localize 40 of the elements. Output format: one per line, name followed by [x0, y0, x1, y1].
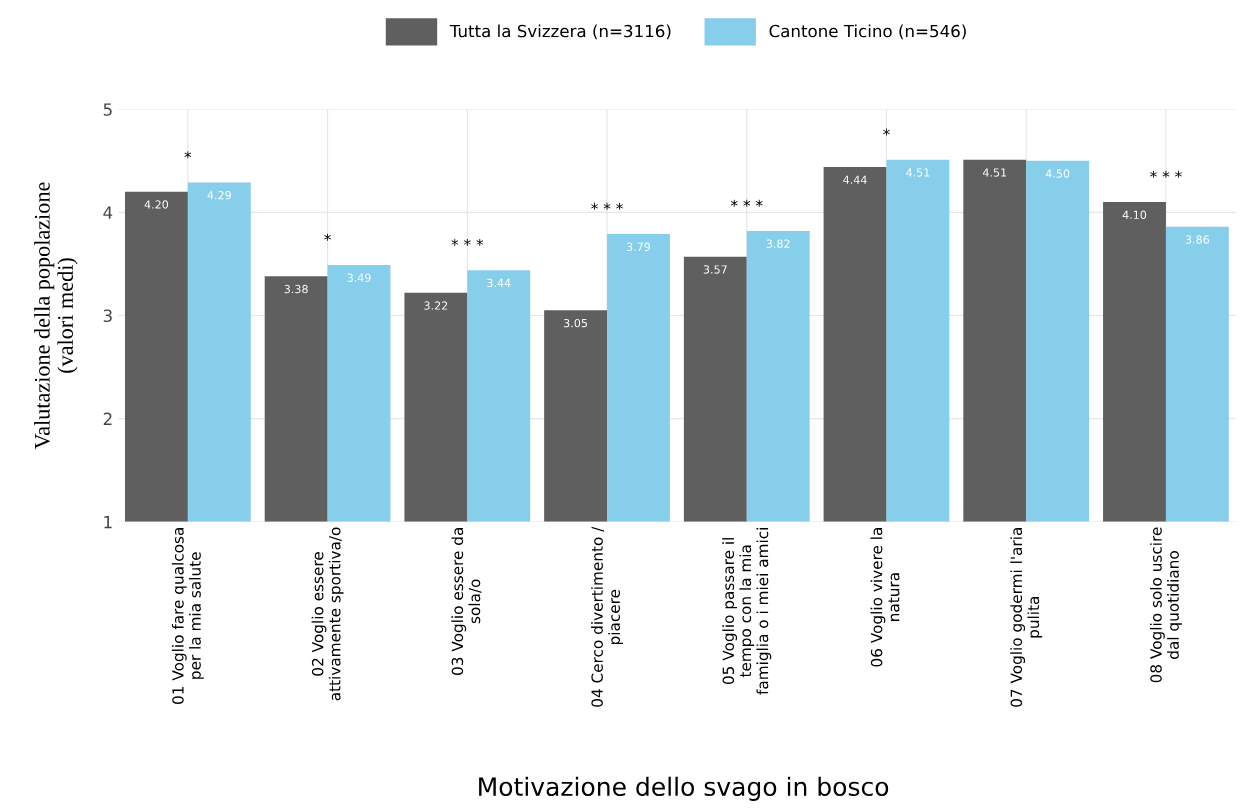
data-label: 3.86	[1185, 235, 1210, 244]
legend-label: Tutta la Svizzera (n=3116)	[449, 24, 671, 40]
data-label: 3.44	[487, 278, 511, 288]
data-label: 3.22	[424, 301, 448, 310]
y-tick-label: 1	[104, 515, 112, 529]
data-label: 4.44	[843, 175, 867, 184]
y-axis-title: Valutazione della popolazione (valori medi)	[34, 182, 78, 450]
data-label: 4.50	[1045, 169, 1070, 178]
x-tick-label: 01 Voglio fare qualcosa per la mia salute	[171, 528, 204, 704]
annotation: *	[324, 233, 331, 241]
data-label: 3.05	[564, 318, 587, 328]
x-tick-label: 02 Voglio essere attivamente sportiva/o	[311, 527, 344, 701]
data-label: 4.51	[982, 168, 1007, 177]
data-label: 3.57	[703, 265, 727, 274]
data-label: 3.38	[284, 284, 308, 294]
legend-label: Cantone Ticino (n=546)	[769, 24, 966, 40]
x-tick-label: 06 Voglio vivere la natura	[870, 528, 900, 667]
y-tick-label: 3	[103, 309, 112, 323]
y-tick-label: 5	[103, 103, 112, 116]
data-label: 4.10	[1122, 210, 1147, 219]
y-tick-label: 4	[103, 206, 113, 219]
data-label: 3.49	[347, 273, 371, 282]
x-tick-label: 08 Voglio solo uscire dal quotidiano	[1149, 527, 1182, 683]
annotation: *	[184, 151, 192, 159]
x-tick-label: 07 Voglio godermi l'aria pulita	[1010, 528, 1043, 707]
annotation: * * *	[451, 238, 484, 246]
annotation: * * *	[591, 202, 623, 210]
x-tick-label: 03 Voglio essere da sola/o	[451, 528, 482, 675]
data-label: 4.51	[906, 168, 930, 177]
data-label: 4.29	[207, 190, 231, 200]
x-tick-label: 04 Cerco divertimento / piacere	[591, 526, 623, 707]
x-axis-title: Motivazione dello svago in bosco	[479, 776, 889, 801]
annotation: *	[883, 128, 890, 136]
data-label: 4.20	[144, 200, 169, 209]
y-tick-label: 2	[103, 412, 112, 425]
annotation: * * *	[730, 199, 763, 207]
data-label: 3.79	[626, 242, 651, 251]
x-tick-label: 05 Voglio passare il tempo con la mia famiglia o i miei amici	[722, 528, 772, 695]
data-label: 3.82	[766, 239, 790, 248]
annotation: * * *	[1150, 170, 1182, 178]
